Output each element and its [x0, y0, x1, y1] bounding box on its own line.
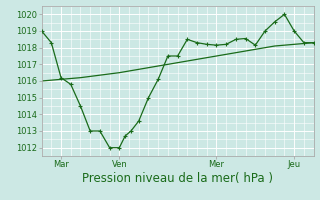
X-axis label: Pression niveau de la mer( hPa ): Pression niveau de la mer( hPa ) [82, 172, 273, 185]
